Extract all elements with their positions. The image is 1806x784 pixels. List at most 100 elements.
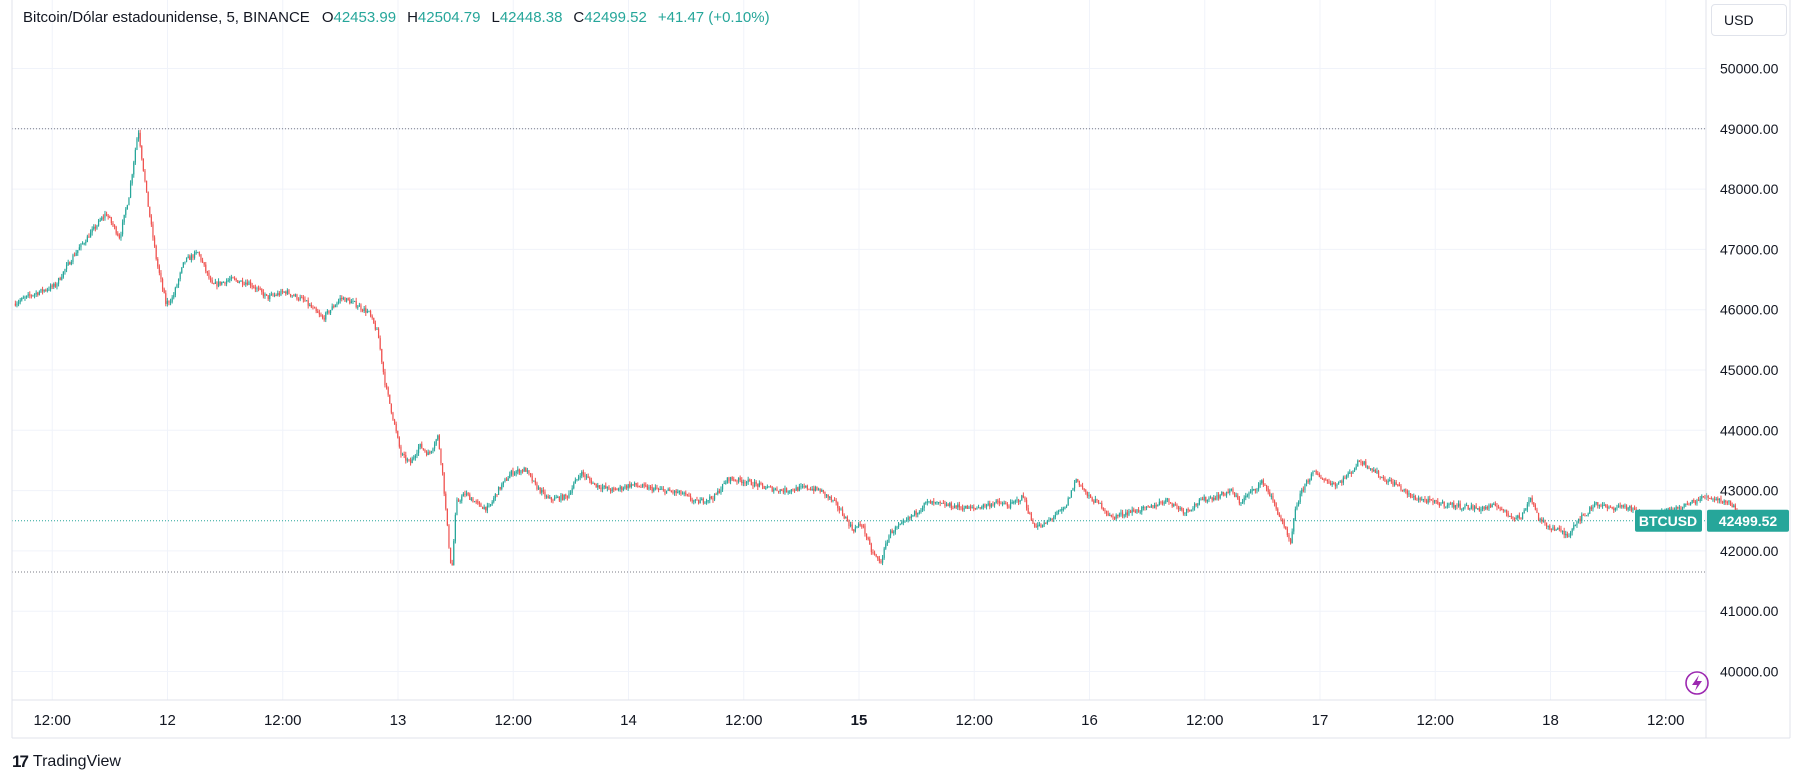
candle-body [832,499,834,501]
candle-body [465,493,468,496]
candle-body [1305,480,1308,484]
candle-body [705,500,708,503]
candle-body [1493,503,1495,505]
candle-body [201,260,204,263]
candle-body [41,288,44,292]
candle-body [797,487,799,491]
candle-body [1200,499,1202,501]
chart-frame[interactable]: 50000.00 49000.00 48000.00 47000.00 46000.00… [0,0,1806,740]
candle-body [291,295,293,297]
candle-body [193,252,196,258]
candle-body [1621,505,1623,507]
candle-body [1165,499,1167,503]
candle-body [606,486,608,489]
candle-body [438,435,440,449]
candle-body [1470,505,1472,509]
candle-body [358,305,360,307]
candle-body [331,306,333,311]
candle-body [622,488,624,490]
candle-body [1321,478,1324,480]
candle-body [1142,506,1144,508]
candle-body [345,298,348,302]
candle-body [1411,497,1413,499]
candle-body [419,443,421,447]
candle-body [1400,485,1402,490]
candle-body [381,349,383,362]
candle-body [1262,480,1264,485]
candle-body [758,483,760,487]
candle-body [1669,508,1671,510]
candle-body [576,479,578,481]
candle-body [1278,514,1280,517]
candle-body [929,501,932,504]
candle-body [1465,505,1468,507]
candle-body [1216,494,1218,500]
lightning-bolt-icon[interactable] [1685,671,1709,695]
candle-body [1219,495,1221,499]
candle-body [635,483,637,486]
candle-body [925,502,927,504]
candle-body [1117,515,1119,517]
candle-body [942,502,944,504]
candle-body [557,496,559,498]
candle-body [502,481,504,485]
candle-body [1533,502,1535,506]
tradingview-brand[interactable]: 17 TradingView [12,752,121,772]
candle-body [70,261,72,265]
candle-body [1104,509,1106,511]
candle-body [385,385,388,388]
candle-body [1731,505,1733,508]
candle-body [1441,501,1444,504]
candle-body [1256,489,1258,491]
candle-body [1405,489,1407,491]
candle-body [1605,504,1607,507]
candlestick-chart[interactable]: 50000.00 49000.00 48000.00 47000.00 46000.00… [0,0,1806,740]
candle-body [1547,525,1549,527]
candle-body [1544,520,1546,523]
candle-body [1584,514,1586,516]
candle-body [648,486,650,490]
candle-body [99,220,101,222]
candle-body [1317,473,1319,475]
candle-body [440,448,442,464]
candle-body [1177,506,1180,510]
candle-body [235,278,237,281]
candle-body [1563,530,1565,535]
candle-body [1238,498,1240,504]
candle-body [337,300,340,304]
candle-body [1291,531,1293,544]
candle-body [739,477,741,481]
candle-body [1686,503,1688,505]
candle-body [472,498,474,502]
candle-body [227,280,229,282]
candle-body [1624,505,1626,507]
candle-body [995,500,997,503]
candle-body [910,515,912,518]
candle-body [1568,535,1570,537]
candle-body [1697,500,1700,502]
candle-body [1507,513,1509,517]
candle-body [1128,511,1130,515]
candle-body [585,476,588,478]
candle-body [240,280,242,282]
candle-body [1374,470,1376,473]
candle-body [1097,500,1100,504]
candle-body [776,488,778,491]
candle-body [1454,505,1456,508]
candle-body [344,297,346,302]
candle-body [169,301,172,303]
candle-body [552,499,554,501]
candle-body [902,521,904,523]
candle-body [736,480,738,482]
candle-body [1045,522,1047,524]
candle-body [913,511,916,516]
candle-body [238,281,240,283]
candle-body [723,483,725,485]
candle-body [1352,470,1354,474]
candle-body [413,457,415,459]
candle-body [773,489,775,492]
candle-body [894,527,896,532]
candle-body [915,511,917,515]
candle-body [1701,496,1703,499]
currency-button[interactable]: USD [1711,4,1787,36]
